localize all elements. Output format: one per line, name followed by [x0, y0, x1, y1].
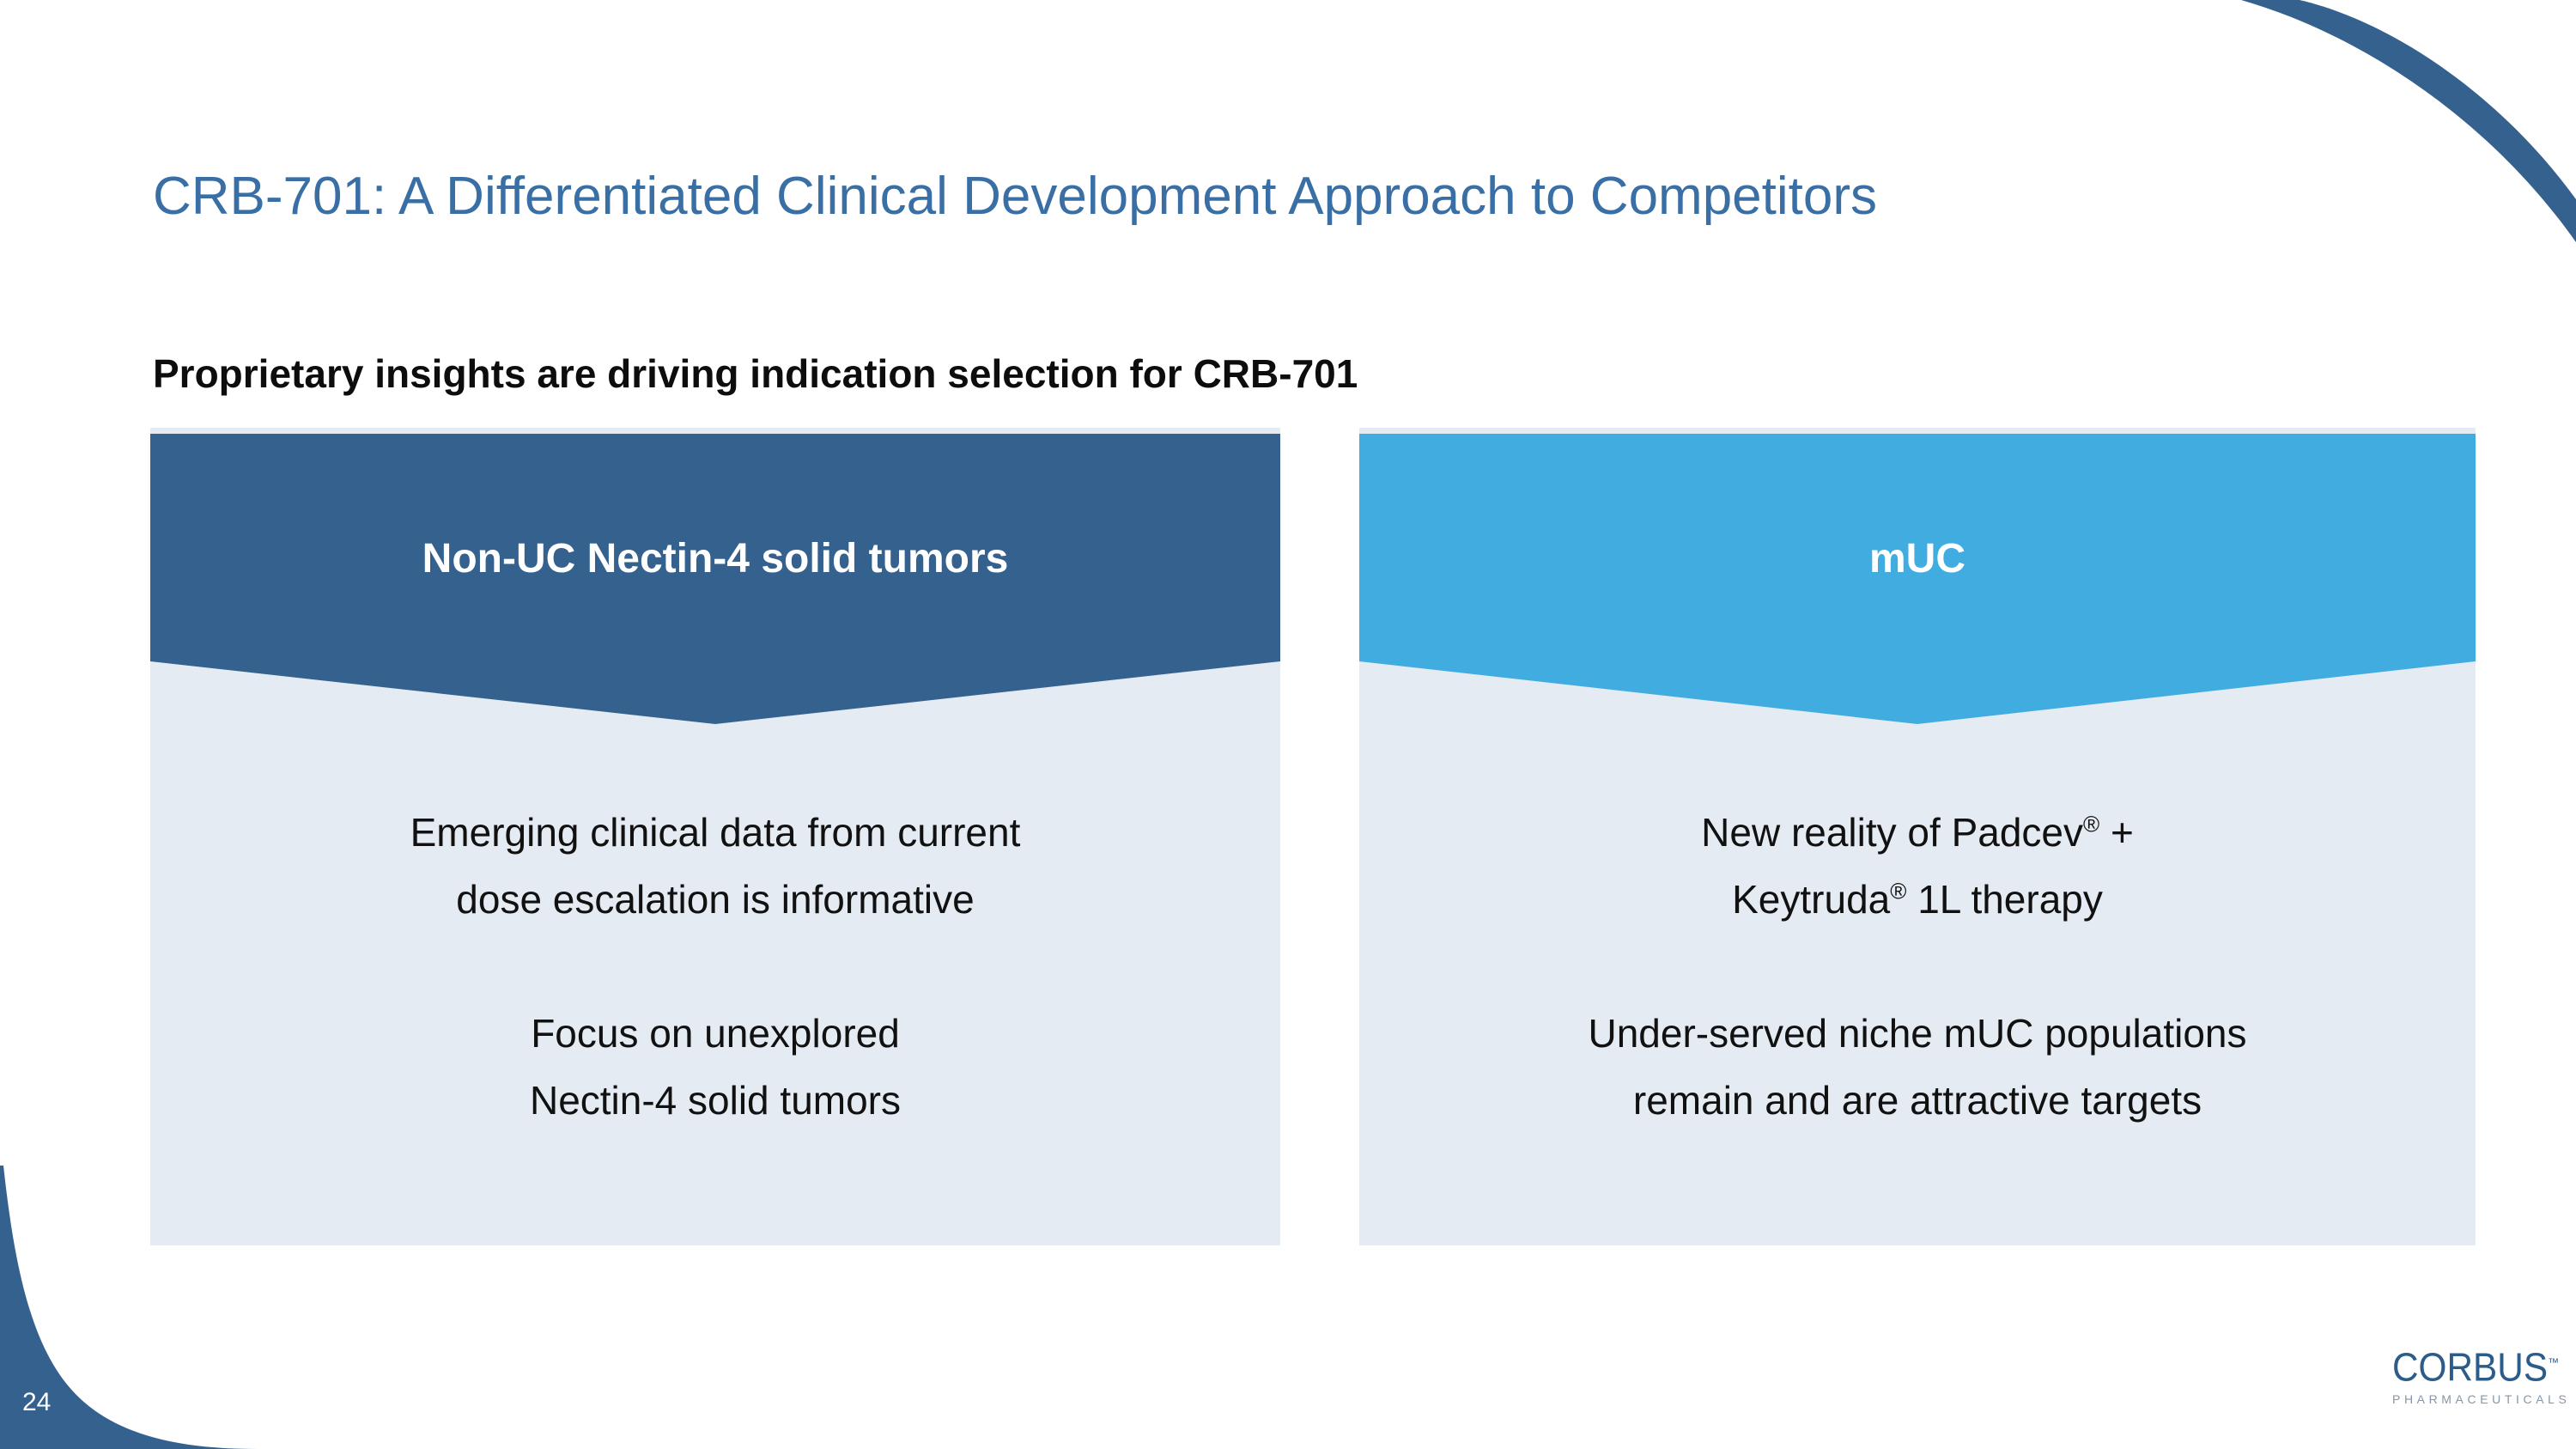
card-body: New reality of Padcev® + Keytruda® 1L th…	[1359, 799, 2476, 1134]
card-header-label: Non-UC Nectin-4 solid tumors	[422, 535, 1009, 581]
paragraph-line: Focus on unexplored	[531, 1011, 900, 1056]
card-header-banner: mUC	[1359, 434, 2476, 724]
logo-text-block: CORBUS™ PHARMACEUTICALS	[2392, 1342, 2573, 1408]
card-paragraph: New reality of Padcev® + Keytruda® 1L th…	[1359, 799, 2476, 933]
top-right-arc-decoration	[2241, 0, 2576, 242]
card-paragraph: Emerging clinical data from current dose…	[150, 799, 1280, 933]
paragraph-line: Keytruda® 1L therapy	[1732, 877, 2103, 922]
card-body: Emerging clinical data from current dose…	[150, 799, 1280, 1134]
card-header-label: mUC	[1868, 535, 1965, 581]
card-header-banner: Non-UC Nectin-4 solid tumors	[150, 434, 1280, 724]
paragraph-line: Nectin-4 solid tumors	[529, 1078, 902, 1123]
card-paragraph: Focus on unexplored Nectin-4 solid tumor…	[150, 1000, 1280, 1134]
registered-trademark-symbol: ®	[2083, 811, 2100, 837]
paragraph-line: New reality of Padcev® +	[1701, 810, 2134, 855]
logo-wordmark: CORBUS™	[2392, 1344, 2559, 1390]
bottom-left-corner-decoration	[0, 1166, 258, 1449]
slide-subtitle: Proprietary insights are driving indicat…	[153, 351, 1358, 397]
card-non-uc-nectin4: Non-UC Nectin-4 solid tumors Emerging cl…	[150, 428, 1280, 1245]
page-number: 24	[22, 1388, 52, 1416]
paragraph-line: Under-served niche mUC populations	[1588, 1011, 2247, 1056]
registered-trademark-symbol: ®	[1890, 878, 1907, 904]
card-muc: mUC New reality of Padcev® + Keytruda® 1…	[1359, 428, 2476, 1245]
corbus-pharmaceuticals-logo: CORBUS™ PHARMACEUTICALS	[2392, 1342, 2576, 1441]
logo-subtext: PHARMACEUTICALS	[2392, 1392, 2571, 1407]
paragraph-line: Emerging clinical data from current	[410, 810, 1021, 855]
slide-title: CRB-701: A Differentiated Clinical Devel…	[153, 166, 1878, 226]
trademark-symbol: ™	[2548, 1355, 2559, 1369]
paragraph-line: remain and are attractive targets	[1632, 1078, 2202, 1123]
card-paragraph: Under-served niche mUC populations remai…	[1359, 1000, 2476, 1134]
paragraph-line: dose escalation is informative	[456, 877, 975, 922]
